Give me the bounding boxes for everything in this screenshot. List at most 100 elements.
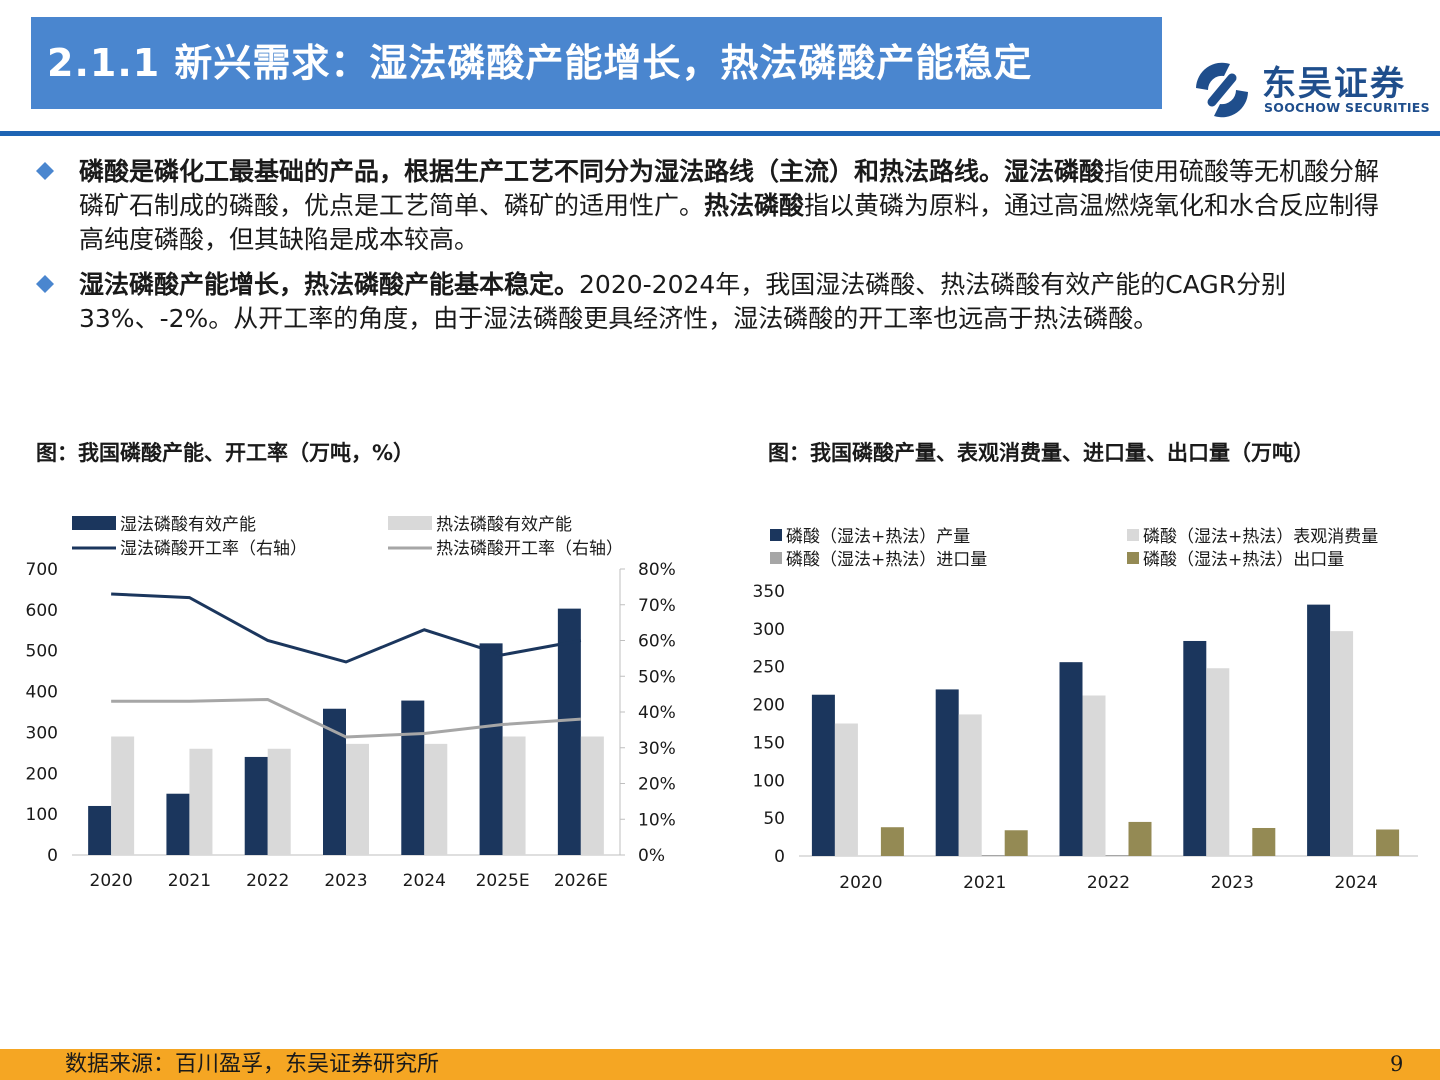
legend-label: 磷酸（湿法+热法）出口量 (1143, 550, 1344, 570)
y-tick-label: 400 (26, 683, 58, 703)
y2-tick-label: 40% (638, 703, 676, 723)
bar-thermal (502, 736, 526, 855)
y-tick-label: 250 (753, 658, 785, 678)
x-tick-label: 2024 (1334, 873, 1377, 893)
bar-export (1376, 829, 1400, 856)
page-title: 2.1.1 新兴需求：湿法磷酸产能增长，热法磷酸产能稳定 (47, 41, 1033, 85)
y-tick-label: 350 (753, 582, 785, 602)
bar-consumption (1082, 695, 1106, 856)
bar-production (1307, 604, 1331, 856)
diamond-bullet-icon (36, 162, 54, 180)
y2-tick-label: 50% (638, 667, 676, 687)
y-tick-label: 100 (753, 771, 785, 791)
y-tick-label: 50 (763, 809, 785, 829)
bar-thermal (267, 748, 291, 855)
bar-export (1004, 830, 1028, 856)
bar-import (1105, 855, 1129, 856)
bar-thermal (189, 748, 213, 855)
bar-wet (401, 700, 425, 855)
legend-swatch (388, 516, 432, 530)
header-divider (0, 131, 1440, 136)
bar-wet (323, 708, 346, 855)
x-tick-label: 2025E (476, 871, 530, 891)
footer-bar (0, 1049, 1440, 1080)
x-tick-label: 2022 (1087, 873, 1130, 893)
bar-thermal (346, 743, 369, 855)
logo-english-name: SOOCHOW SECURITIES (1264, 100, 1430, 115)
bullet-term: 湿法磷酸 (1004, 157, 1105, 186)
bar-wet (88, 805, 112, 855)
bullet-item-2: 湿法磷酸产能增长，热法磷酸产能基本稳定。2020-2024年，我国湿法磷酸、热法… (36, 268, 1406, 338)
soochow-logo-icon (1196, 62, 1248, 118)
bar-consumption (834, 723, 858, 856)
legend-label: 热法磷酸开工率（右轴） (436, 539, 623, 559)
bar-export (1252, 827, 1276, 856)
data-source: 数据来源：百川盈孚，东吴证券研究所 (65, 1052, 440, 1077)
bullet-body: 2020-2024年，我国湿法磷酸、热法磷酸有效产能的CAGR分别33%、-2%… (79, 270, 1287, 333)
bullet-body: 指使用硫酸等无机酸分解磷矿石制成的磷酸，优点是工艺简单、磷矿的适用性广。 (79, 157, 1380, 220)
y-tick-label: 200 (26, 764, 58, 784)
bar-consumption (1206, 668, 1230, 856)
y-tick-label: 200 (753, 696, 785, 716)
legend-label: 湿法磷酸有效产能 (120, 515, 256, 535)
y-tick-label: 0 (47, 846, 58, 866)
x-tick-label: 2026E (554, 871, 608, 891)
title-banner: 2.1.1 新兴需求：湿法磷酸产能增长，热法磷酸产能稳定 (31, 17, 1162, 109)
bullet-term: 热法磷酸 (704, 191, 805, 220)
y2-tick-label: 60% (638, 632, 676, 652)
y2-tick-label: 30% (638, 739, 676, 759)
y-tick-label: 0 (774, 847, 785, 867)
x-tick-label: 2023 (324, 871, 367, 891)
bar-wet (166, 793, 190, 855)
y2-tick-label: 0% (638, 846, 665, 866)
x-tick-label: 2024 (403, 871, 446, 891)
bullet-body: 指以黄磷为原料，通过高温燃烧氧化和水合反应制得高纯度磷酸，但其缺陷是成本较高。 (79, 191, 1380, 254)
bar-wet (557, 608, 581, 855)
y-tick-label: 700 (26, 560, 58, 580)
bar-wet (479, 643, 503, 855)
y-tick-label: 600 (26, 601, 58, 621)
line-thermal-utilization (111, 697, 581, 739)
bullet-lead: 湿法磷酸产能增长，热法磷酸产能基本稳定。 (79, 270, 580, 299)
bar-production (1059, 662, 1083, 856)
bullet-text: 湿法磷酸产能增长，热法磷酸产能基本稳定。2020-2024年，我国湿法磷酸、热法… (79, 268, 1399, 336)
diamond-bullet-icon (36, 275, 54, 293)
legend-label: 湿法磷酸开工率（右轴） (120, 539, 307, 559)
y2-tick-label: 80% (638, 560, 676, 580)
bar-export (1128, 821, 1152, 856)
bar-consumption (958, 714, 982, 856)
legend-label: 磷酸（湿法+热法）表观消费量 (1143, 527, 1378, 547)
bullet-item-1: 磷酸是磷化工最基础的产品，根据生产工艺不同分为湿法路线（主流）和热法路线。湿法磷… (36, 155, 1406, 257)
legend-swatch (1127, 529, 1139, 541)
bar-consumption (1330, 631, 1354, 856)
bullet-lead: 磷酸是磷化工最基础的产品，根据生产工艺不同分为湿法路线（主流）和热法路线。 (79, 157, 1005, 186)
legend-swatch (770, 529, 782, 541)
left-chart-title: 图：我国磷酸产能、开工率（万吨，%） (36, 441, 415, 465)
x-tick-label: 2023 (1211, 873, 1254, 893)
y2-tick-label: 10% (638, 810, 676, 830)
x-tick-label: 2022 (246, 871, 289, 891)
x-tick-label: 2020 (90, 871, 133, 891)
y2-tick-label: 70% (638, 596, 676, 616)
logo-chinese-name: 东吴证券 (1262, 64, 1406, 104)
legend-label: 热法磷酸有效产能 (436, 515, 572, 535)
x-tick-label: 2020 (839, 873, 882, 893)
y-tick-label: 500 (26, 642, 58, 662)
legend-label: 磷酸（湿法+热法）进口量 (786, 550, 987, 570)
company-logo: 东吴证券 SOOCHOW SECURITIES (1190, 58, 1430, 122)
legend-swatch (770, 552, 782, 564)
bar-import (981, 855, 1005, 856)
bar-wet (244, 756, 268, 855)
legend-label: 磷酸（湿法+热法）产量 (786, 527, 970, 547)
x-tick-label: 2021 (963, 873, 1006, 893)
line-wet-utilization (111, 592, 582, 664)
y-tick-label: 300 (753, 620, 785, 640)
bar-production (935, 689, 959, 856)
bar-production (1183, 640, 1207, 856)
bar-thermal (424, 743, 448, 855)
legend-swatch (72, 516, 116, 530)
legend-swatch (1127, 552, 1139, 564)
x-tick-label: 2021 (168, 871, 211, 891)
y2-tick-label: 20% (638, 775, 676, 795)
